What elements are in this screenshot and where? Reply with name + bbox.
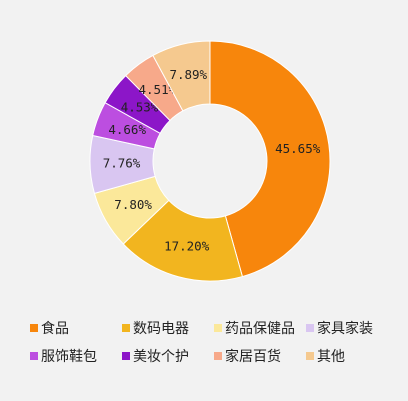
legend-label-3: 家具家装	[317, 321, 373, 337]
slice-label-2: 7.80%	[114, 197, 152, 212]
legend-label-1: 数码电器	[133, 321, 189, 337]
slice-7	[152, 40, 211, 112]
legend-label-0: 食品	[41, 321, 69, 337]
slice-0	[209, 40, 331, 278]
legend-item-5: 美妆个护	[122, 346, 214, 366]
slice-label-1: 17.20%	[164, 238, 210, 253]
legend-label-4: 服饰鞋包	[41, 349, 97, 365]
slice-label-0: 45.65%	[275, 141, 321, 156]
legend-label-7: 其他	[317, 349, 345, 365]
donut-svg: 45.65% 17.20% 7.80% 7.76% 4.66% 4.53% 4.51%7.8…	[89, 40, 331, 282]
legend-swatch-4	[30, 352, 38, 360]
slice-label-7: 7.89%	[169, 67, 207, 82]
legend-swatch-5	[122, 352, 130, 360]
legend-item-4: 服饰鞋包	[30, 346, 122, 366]
legend: 食品 数码电器 药品保健品 家具家装服饰鞋包 美妆个护 家居百货 其他	[30, 318, 390, 366]
legend-item-3: 家具家装	[306, 318, 398, 338]
legend-label-6: 家居百货	[225, 349, 281, 365]
legend-item-7: 其他	[306, 346, 398, 366]
slice-label-4: 4.66%	[108, 122, 146, 137]
legend-item-6: 家居百货	[214, 346, 306, 366]
slice-label-5: 4.53%	[121, 99, 159, 114]
slice-1	[122, 199, 244, 282]
legend-swatch-0	[30, 324, 38, 332]
legend-swatch-3	[306, 324, 314, 332]
legend-item-0: 食品	[30, 318, 122, 338]
legend-swatch-7	[306, 352, 314, 360]
legend-swatch-6	[214, 352, 222, 360]
slice-label-3: 7.76%	[103, 156, 141, 171]
legend-swatch-2	[214, 324, 222, 332]
legend-swatch-1	[122, 324, 130, 332]
legend-label-2: 药品保健品	[225, 321, 295, 337]
legend-label-5: 美妆个护	[133, 349, 189, 365]
legend-item-2: 药品保健品	[214, 318, 306, 338]
slice-label-6: 4.51%	[139, 82, 177, 97]
legend-item-1: 数码电器	[122, 318, 214, 338]
